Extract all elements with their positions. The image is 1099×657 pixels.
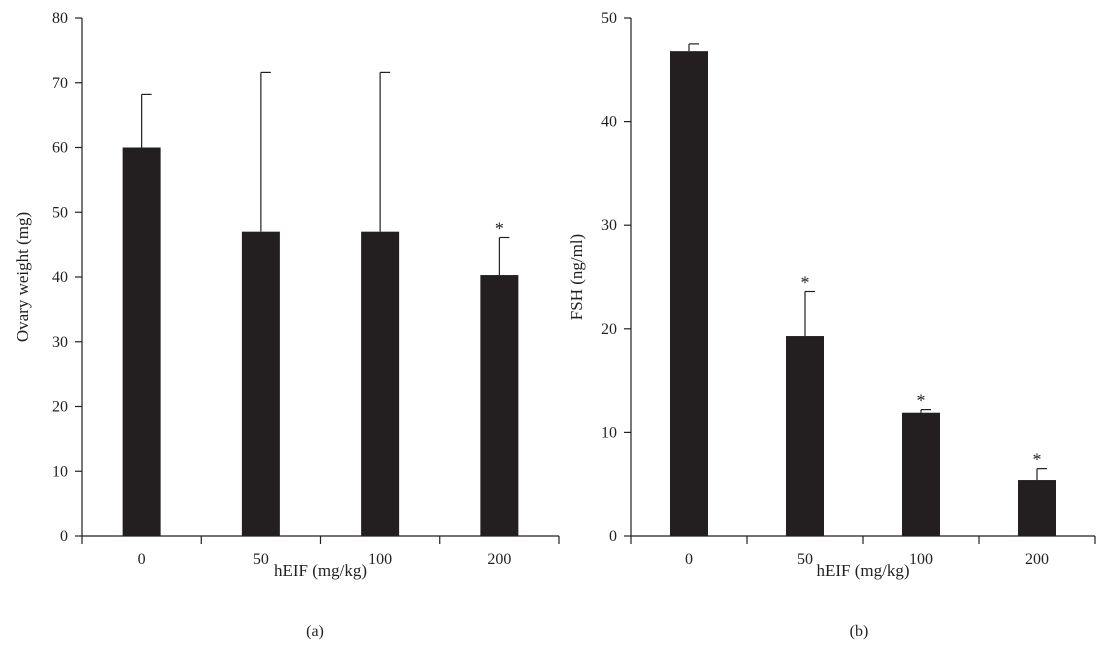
significance-marker: * [495, 219, 504, 239]
panel-label: (a) [306, 623, 324, 640]
y-tick-label: 20 [601, 321, 617, 338]
y-tick-label: 70 [52, 75, 68, 92]
y-tick-label: 0 [60, 528, 68, 545]
y-tick-label: 10 [52, 463, 68, 480]
x-axis-title: hEIF (mg/kg) [816, 561, 909, 580]
x-tick-label: 0 [138, 551, 146, 568]
bar [670, 51, 708, 536]
x-tick-label: 200 [1025, 551, 1049, 568]
y-tick-label: 20 [52, 399, 68, 416]
x-tick-label: 200 [487, 551, 511, 568]
y-tick-label: 30 [601, 217, 617, 234]
chart-panel-a: 0 10 20 30 40 50 60 70 80 0 50 100 200 * hEIF (mg/kg) O… [13, 10, 560, 640]
bar [122, 147, 161, 536]
bar [361, 231, 400, 537]
bar [786, 336, 824, 536]
chart-panel-b: 0 10 20 30 40 50 0 50 * 100 * 200 * hEIF (mg/kg) FSH (… [567, 10, 1096, 640]
significance-marker: * [917, 391, 926, 411]
x-tick-label: 0 [685, 551, 693, 568]
y-tick-label: 80 [52, 10, 68, 27]
x-tick-label: 100 [368, 551, 392, 568]
bar [480, 275, 519, 536]
y-tick-label: 0 [609, 528, 617, 545]
bar [1018, 480, 1056, 536]
y-tick-label: 30 [52, 334, 68, 351]
x-tick-label: 50 [797, 551, 813, 568]
bar [902, 412, 940, 536]
y-tick-label: 40 [52, 269, 68, 286]
panel-label: (b) [850, 623, 869, 640]
y-axis-title: FSH (ng/ml) [567, 234, 586, 320]
x-tick-label: 50 [253, 551, 269, 568]
y-tick-label: 60 [52, 140, 68, 157]
bar [241, 231, 280, 537]
y-tick-label: 40 [601, 114, 617, 131]
y-tick-label: 50 [52, 204, 68, 221]
significance-marker: * [1033, 450, 1042, 470]
y-tick-label: 50 [601, 10, 617, 27]
y-tick-label: 10 [601, 424, 617, 441]
y-axis-title: Ovary weight (mg) [13, 212, 32, 342]
x-axis-title: hEIF (mg/kg) [274, 561, 367, 580]
x-tick-label: 100 [909, 551, 933, 568]
significance-marker: * [801, 273, 810, 293]
